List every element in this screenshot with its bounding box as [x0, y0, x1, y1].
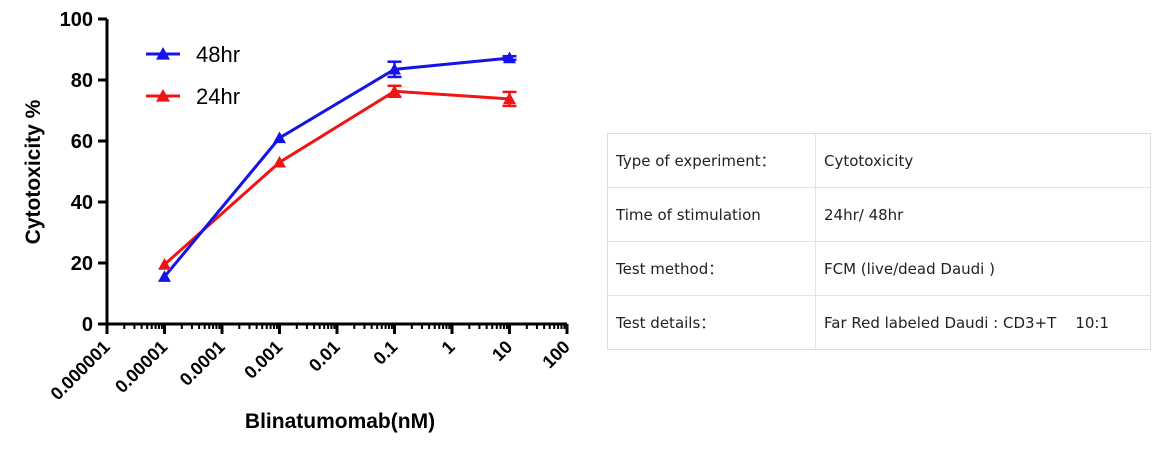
- info-row-type: Type of experiment： Cytotoxicity: [607, 133, 1151, 188]
- x-tick-label: 100: [538, 337, 573, 372]
- info-value: Far Red labeled Daudi : CD3+T 10:1: [824, 313, 1110, 332]
- x-tick-label: 1: [438, 337, 459, 358]
- data-point-24hr: [503, 92, 516, 105]
- x-tick-label: 0.000001: [47, 337, 114, 404]
- data-point-24hr: [388, 84, 401, 97]
- data-point-48hr: [273, 131, 286, 144]
- info-value: Cytotoxicity: [815, 133, 1151, 188]
- info-row-method: Test method： FCM (live/dead Daudi ): [607, 241, 1151, 296]
- y-axis-label: Cytotoxicity %: [22, 99, 45, 244]
- data-point-48hr: [158, 270, 171, 282]
- x-tick-label: 0.001: [240, 337, 286, 383]
- x-tick-label: 0.0001: [176, 337, 229, 390]
- data-point-48hr: [503, 51, 516, 64]
- info-row-time: Time of stimulation 24hr/ 48hr: [607, 187, 1151, 242]
- data-point-48hr: [388, 62, 401, 75]
- x-tick-label: 0.1: [369, 337, 401, 369]
- y-tick-label: 60: [71, 131, 93, 153]
- legend-label-48hr: 48hr: [196, 42, 240, 67]
- data-point-24hr: [158, 258, 171, 270]
- y-tick-label: 0: [82, 314, 93, 336]
- y-tick-label: 100: [60, 9, 93, 31]
- x-axis-label: Blinatumomab(nM): [245, 410, 435, 433]
- y-tick-label: 20: [71, 253, 93, 275]
- series-line-24hr: [163, 89, 510, 266]
- info-key: Test method：: [607, 241, 816, 296]
- info-row-details: Test details： Far Red labeled Daudi : CD…: [607, 295, 1151, 350]
- legend-marker-24hr: [156, 89, 170, 102]
- info-key: Time of stimulation: [607, 187, 816, 242]
- y-tick-label: 40: [71, 192, 93, 214]
- x-tick-label: 10: [488, 337, 516, 365]
- chart-legend: 48hr 24hr: [146, 42, 240, 109]
- info-key: Type of experiment：: [607, 133, 816, 188]
- y-tick-label: 80: [71, 70, 93, 92]
- info-key: Test details：: [607, 295, 816, 350]
- x-tick-label: 0.01: [305, 337, 344, 376]
- legend-marker-48hr: [156, 47, 170, 60]
- series-line-48hr: [163, 56, 510, 278]
- legend-label-24hr: 24hr: [196, 84, 240, 109]
- chart-series: [158, 51, 517, 282]
- info-value: FCM (live/dead Daudi ): [815, 241, 1151, 296]
- x-tick-label: 0.00001: [111, 337, 171, 397]
- data-point-24hr: [273, 155, 286, 168]
- info-value: 24hr/ 48hr: [815, 187, 1151, 242]
- experiment-info-table: Type of experiment： Cytotoxicity Time of…: [607, 133, 1151, 350]
